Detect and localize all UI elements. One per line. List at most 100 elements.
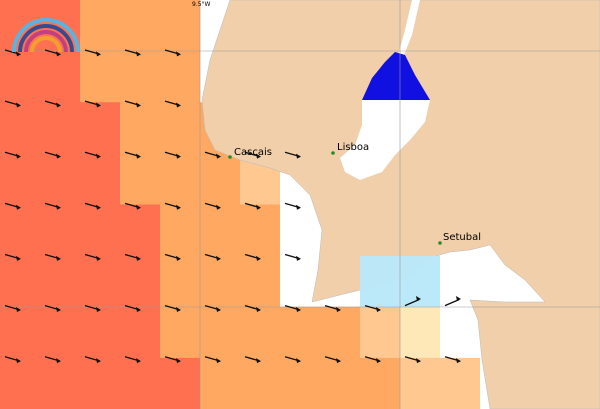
cell [40, 306, 80, 359]
wind-arrow-head [56, 51, 61, 57]
wind-arrow-head [96, 51, 101, 57]
wind-arrow-head [456, 358, 461, 364]
wind-arrow-head [176, 153, 181, 159]
estuary-channel [398, 0, 420, 60]
wind-arrow-head [96, 255, 101, 261]
place-label: Lisboa [337, 142, 369, 153]
arrows [4, 49, 461, 364]
wind-arrow-head [56, 358, 61, 364]
wind-arrow-head [96, 358, 101, 364]
cell [0, 306, 40, 359]
cell [0, 204, 40, 257]
place-dot [438, 241, 442, 245]
wind-arrow-head [336, 307, 341, 313]
cell [320, 306, 360, 359]
wind-arrow-head [256, 307, 261, 313]
wind-arrow-head [16, 51, 21, 57]
cell [0, 153, 40, 205]
wind-arrow-head [96, 204, 101, 210]
wind-arrow-head [256, 153, 261, 159]
cell [240, 306, 280, 359]
wind-arrow-head [176, 358, 181, 364]
cell [40, 204, 80, 257]
wind-arrow-head [136, 255, 141, 261]
cell [280, 357, 320, 409]
cell [160, 102, 200, 154]
cell [360, 357, 400, 409]
logo-arc [12, 18, 80, 53]
cell [160, 0, 200, 52]
place-dot [331, 151, 335, 155]
cell [120, 204, 160, 257]
cell [160, 153, 200, 205]
wind-arrow [404, 298, 420, 307]
cell [160, 51, 200, 103]
cell [80, 0, 120, 52]
wind-arrow-head [56, 204, 61, 210]
cell [400, 306, 440, 359]
cell [80, 102, 120, 154]
wind-arrow-head [296, 255, 301, 261]
cell [80, 204, 120, 257]
wind-arrow-head [296, 307, 301, 313]
wind-arrow-head [176, 51, 181, 57]
estuary-upper [362, 52, 430, 100]
cell [120, 0, 160, 52]
cell [40, 357, 80, 409]
cell [200, 204, 240, 257]
cell [120, 153, 160, 205]
cell [440, 357, 480, 409]
wind-arrow-head [456, 296, 461, 302]
cell [40, 255, 80, 308]
wind-arrow-head [296, 153, 301, 159]
wind-arrow-head [216, 358, 221, 364]
cell [80, 255, 120, 308]
wind-arrow-head [376, 307, 381, 313]
wind-arrow-head [256, 255, 261, 261]
cell [0, 51, 40, 103]
place-label: Setubal [443, 232, 481, 243]
wind-arrow [444, 298, 460, 307]
wind-arrow-head [96, 102, 101, 108]
wind-arrow-head [416, 358, 421, 364]
wind-arrow-head [56, 255, 61, 261]
cell [80, 153, 120, 205]
estuary [340, 100, 430, 180]
cell [240, 204, 280, 257]
wind-arrow-head [16, 307, 21, 313]
place-dot [228, 155, 232, 159]
cell [0, 102, 40, 154]
wind-arrow-head [16, 102, 21, 108]
wind-arrow-head [336, 358, 341, 364]
wind-arrow-head [136, 51, 141, 57]
wind-arrow-head [96, 307, 101, 313]
wind-arrow-head [16, 358, 21, 364]
wind-arrow-head [216, 153, 221, 159]
cell [280, 306, 320, 359]
wind-arrow-head [376, 358, 381, 364]
cell [200, 255, 240, 308]
wind-arrow-head [136, 204, 141, 210]
cell [160, 255, 200, 308]
cell [320, 357, 360, 409]
cell [400, 357, 440, 409]
wind-arrow-head [176, 204, 181, 210]
logo-arc [18, 24, 74, 53]
wind-arrow-head [136, 358, 141, 364]
cells [0, 0, 480, 409]
place-label: Cascais [234, 147, 272, 158]
wind-arrow-head [216, 204, 221, 210]
wind-arrow-head [416, 296, 421, 302]
longitude-label: 9.5°W [192, 1, 211, 8]
wind-arrow-head [56, 102, 61, 108]
wind-arrow-head [136, 307, 141, 313]
logo [12, 18, 80, 53]
cell [160, 357, 200, 409]
wind-arrow-head [176, 255, 181, 261]
wind-arrow-head [56, 307, 61, 313]
wind-arrow-head [16, 255, 21, 261]
cell [200, 357, 240, 409]
cell [240, 255, 280, 308]
